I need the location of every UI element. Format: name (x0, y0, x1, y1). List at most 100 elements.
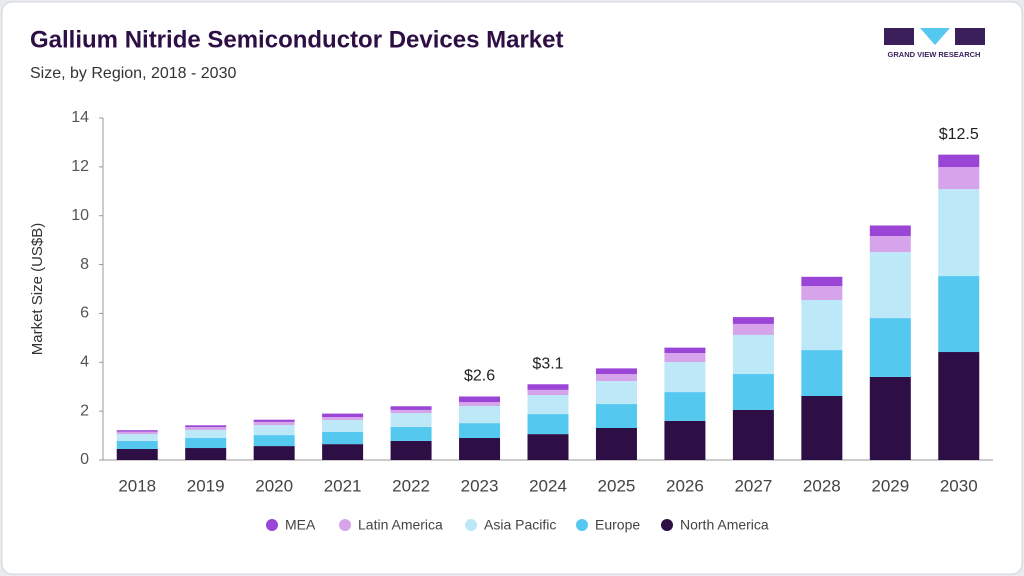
y-tick-label: 12 (71, 158, 89, 175)
bar-segment (322, 419, 364, 432)
x-tick-label: 2023 (461, 476, 499, 495)
total-label: $2.6 (464, 368, 495, 385)
bar-segment (459, 402, 501, 407)
bar-segment (595, 381, 637, 405)
x-tick-label: 2026 (666, 476, 704, 495)
bar-segment (664, 362, 706, 393)
bar-segment (664, 353, 706, 363)
bar-segment (322, 413, 364, 418)
x-tick-label: 2020 (255, 476, 293, 495)
logo: GRAND VIEW RESEARCH (884, 28, 985, 59)
bar-segment (253, 419, 295, 422)
bar-segment (116, 449, 158, 460)
x-tick-label: 2028 (803, 476, 841, 495)
bar-segment (869, 235, 911, 253)
legend-label: Asia Pacific (484, 517, 556, 533)
x-tick-label: 2018 (118, 476, 156, 495)
bar-segment (390, 409, 432, 414)
x-tick-label: 2024 (529, 476, 567, 495)
bar-segment (322, 431, 364, 445)
x-tick-label: 2030 (940, 476, 978, 495)
bar-segment (595, 368, 637, 375)
x-tick-label: 2022 (392, 476, 430, 495)
bar-segment (527, 384, 569, 390)
bar-segment (595, 404, 637, 428)
bar-segment (253, 446, 295, 460)
y-tick-label: 4 (80, 354, 89, 371)
chart-subtitle: Size, by Region, 2018 - 2030 (30, 65, 236, 82)
legend-marker (266, 519, 278, 531)
bar-segment (938, 189, 980, 277)
bar-segment (869, 252, 911, 319)
logo-block (884, 28, 914, 45)
bar-segment (185, 425, 227, 428)
y-tick-label: 0 (80, 451, 89, 468)
bar-segment (595, 374, 637, 382)
bar-segment (869, 225, 911, 236)
bar-segment (390, 413, 432, 428)
x-tick-label: 2025 (598, 476, 636, 495)
bar-segment (185, 429, 227, 439)
bar-segment (116, 430, 158, 432)
x-tick-label: 2029 (871, 476, 909, 495)
bar-segment (869, 318, 911, 377)
bar-segment (459, 438, 501, 460)
y-tick-label: 2 (80, 402, 89, 419)
bar-segment (938, 154, 980, 168)
x-tick-label: 2019 (187, 476, 225, 495)
legend-label: North America (680, 517, 769, 533)
bar-segment (116, 440, 158, 450)
bar-segment (869, 376, 911, 460)
y-tick-label: 14 (71, 109, 89, 126)
bar-segment (938, 276, 980, 353)
chart-title: Gallium Nitride Semiconductor Devices Ma… (30, 26, 564, 53)
total-label: $12.5 (939, 126, 979, 143)
bar-segment (595, 427, 637, 460)
legend-label: Europe (595, 517, 640, 533)
bar-segment (390, 427, 432, 441)
legend-marker (465, 519, 477, 531)
bar-segment (732, 374, 774, 410)
bar-segment (185, 438, 227, 449)
bar-segment (527, 434, 569, 460)
bar-segment (253, 425, 295, 436)
y-tick-label: 8 (80, 256, 89, 273)
legend-marker (661, 519, 673, 531)
bar-segment (322, 444, 364, 460)
bar-segment (801, 350, 843, 396)
bar-segment (390, 440, 432, 460)
bar-segment (390, 406, 432, 410)
logo-block (955, 28, 985, 45)
legend-label: MEA (285, 517, 316, 533)
total-label: $3.1 (532, 355, 563, 372)
bar-segment (527, 414, 569, 435)
bar-segment (732, 323, 774, 335)
legend-marker (339, 519, 351, 531)
bar-segment (664, 347, 706, 354)
y-tick-label: 10 (71, 207, 89, 224)
bar-segment (801, 286, 843, 300)
bar-segment (253, 435, 295, 447)
bar-segment (185, 427, 227, 430)
bar-segment (459, 396, 501, 403)
bar-segment (527, 395, 569, 415)
y-axis-label: Market Size (US$B) (29, 223, 46, 356)
bar-segment (664, 420, 706, 460)
bar-segment (801, 299, 843, 351)
bar-segment (938, 352, 980, 460)
legend-label: Latin America (358, 517, 443, 533)
x-tick-label: 2027 (734, 476, 772, 495)
bar-segment (322, 417, 364, 420)
logo-block (920, 28, 950, 45)
legend-marker (576, 519, 588, 531)
bar-segment (116, 431, 158, 435)
bar-segment (732, 334, 774, 375)
bar-segment (938, 167, 980, 190)
bar-segment (801, 395, 843, 460)
bar-segment (527, 389, 569, 396)
bar-segment (185, 448, 227, 460)
bar-segment (253, 421, 295, 426)
bar-segment (459, 423, 501, 439)
